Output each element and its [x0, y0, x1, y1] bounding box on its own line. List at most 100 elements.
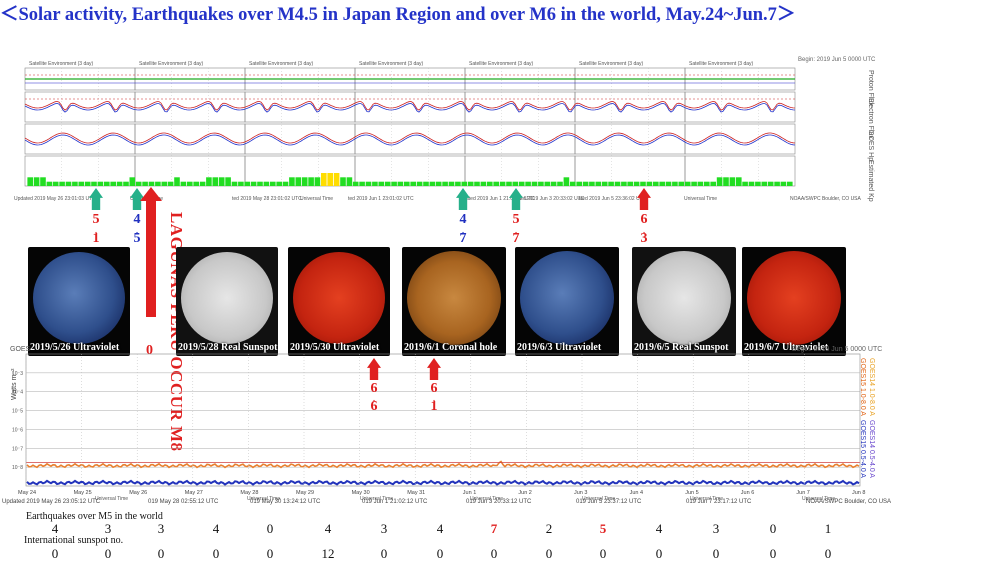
sun-thumbnail: 2019/6/1 Coronal hole	[402, 247, 506, 356]
top-mark-number: 6	[640, 212, 648, 227]
kp-bar	[218, 177, 225, 186]
kp-bar	[161, 181, 168, 186]
sunspot-count-cell: 0	[769, 546, 777, 561]
xray-xtick: Jun 1	[463, 490, 476, 496]
kp-bar	[238, 181, 244, 186]
xray-xtick: May 24	[18, 490, 36, 496]
xray-axis-label: Universal Time	[802, 496, 835, 502]
kp-bar	[640, 181, 646, 186]
xray-footer-label: 019 Jun 3 20:33:12 UTC	[466, 499, 532, 505]
kp-bar	[84, 181, 91, 186]
top-side-label: GOES Hp	[867, 130, 874, 162]
top-mark-number: 7	[512, 231, 520, 246]
lagunas-value: 0	[146, 343, 153, 358]
electron-flux-red-line	[24, 100, 796, 111]
kp-bar	[174, 177, 180, 186]
top-mark-number: 5	[92, 212, 100, 227]
kp-bar	[653, 181, 659, 186]
kp-bar	[104, 181, 110, 186]
sun-disk	[181, 251, 273, 344]
kp-bar	[691, 181, 697, 186]
kp-bar	[295, 177, 302, 186]
sun-disk	[407, 250, 501, 345]
kp-bar	[270, 181, 276, 186]
xray-legend-label: GOES14 0.5-4.0 A	[868, 420, 875, 478]
sunspot-count-cell: 0	[545, 546, 553, 561]
kp-bar	[697, 181, 704, 186]
kp-bar	[467, 181, 474, 186]
xray-xtick: May 29	[296, 490, 314, 496]
kp-bar	[263, 181, 270, 186]
xray-ytick: 10⁻4	[12, 390, 23, 396]
xray-arrow	[367, 358, 381, 380]
earthquake-count-cell: 1	[824, 521, 832, 536]
thumbnail-caption: 2019/5/28 Real Sunspot	[178, 342, 278, 353]
kp-bar	[742, 181, 748, 186]
top-header-label: Satellite Environment (3 day)	[689, 61, 754, 67]
kp-bar	[250, 181, 257, 186]
goes-hp-blue-line	[24, 134, 796, 146]
kp-bar	[448, 181, 455, 186]
thumbnail-caption: 2019/6/1 Coronal hole	[404, 342, 498, 353]
kp-bar	[525, 181, 531, 186]
top-panel-frame	[354, 123, 466, 155]
kp-bar	[557, 181, 563, 186]
sunspot-count-cell: 0	[490, 546, 498, 561]
thumbnail-caption: 2019/5/26 Ultraviolet	[30, 342, 120, 353]
page-title: ＜Solar activity, Earthquakes over M4.5 i…	[0, 5, 796, 25]
earthquake-count-cell: 4	[212, 521, 220, 536]
top-mark-number: 4	[459, 212, 467, 227]
kp-bar	[148, 181, 155, 186]
kp-bar	[404, 181, 410, 186]
kp-bar	[110, 181, 116, 186]
earthquake-count-cell: 7	[490, 521, 498, 536]
top-footer-label: ated 2019 Jun 1 21:02:12 UTC	[466, 196, 535, 202]
kp-bar	[59, 181, 65, 186]
thumbnail-caption: 2019/6/7 Ultraviolet	[744, 342, 829, 353]
kp-bar	[65, 181, 72, 186]
xray-axis-label: Universal Time	[360, 496, 393, 502]
xray-xtick: Jun 6	[741, 490, 754, 496]
lagunas-arrow	[140, 187, 162, 317]
kp-bar	[780, 181, 787, 186]
kp-bar	[538, 181, 544, 186]
xray-ytick: 10⁻5	[12, 409, 23, 415]
kp-bar	[142, 181, 148, 186]
kp-bar	[474, 181, 480, 186]
kp-bar	[97, 181, 104, 186]
top-footer-label: Universal Time	[300, 196, 333, 202]
xray-ytick: 10⁻8	[12, 465, 23, 471]
kp-bar	[91, 181, 97, 186]
kp-bar	[614, 181, 621, 186]
kp-bar	[512, 181, 519, 186]
kp-bar	[767, 181, 774, 186]
kp-bar	[327, 173, 333, 186]
kp-bar	[365, 181, 372, 186]
sunspot-count-cell: 0	[157, 546, 165, 561]
kp-bar	[378, 181, 385, 186]
kp-bar	[116, 181, 123, 186]
xray-header-left: GOES	[10, 346, 31, 353]
top-mark-dash: -	[642, 228, 646, 236]
sunspot-count-cell: 0	[436, 546, 444, 561]
xray-xtick: Jun 3	[574, 490, 587, 496]
top-panel-frame	[574, 155, 686, 187]
sun-thumbnail: 2019/5/26 Ultraviolet	[28, 247, 130, 356]
kp-bar	[187, 181, 193, 186]
xray-xtick: May 28	[240, 490, 258, 496]
earthquake-count-cell: 3	[157, 521, 165, 536]
xray-arrow	[427, 358, 441, 380]
top-mark-dash: -	[461, 228, 465, 236]
top-arrow	[509, 188, 523, 210]
earthquake-count-cell: 3	[380, 521, 388, 536]
sun-disk	[33, 251, 125, 344]
top-mark-dash: -	[135, 228, 139, 236]
xray-ytick: 10⁻3	[12, 371, 23, 377]
xray-xtick: Jun 5	[685, 490, 698, 496]
sun-thumbnail: 2019/6/3 Ultraviolet	[515, 247, 619, 356]
xray-footer-label: 019 May 30 13:24:12 UTC	[250, 499, 321, 505]
sun-thumbnail: 2019/5/30 Ultraviolet	[288, 247, 390, 356]
kp-bar	[455, 181, 461, 186]
kp-bar	[576, 181, 582, 186]
kp-bar	[736, 177, 742, 186]
